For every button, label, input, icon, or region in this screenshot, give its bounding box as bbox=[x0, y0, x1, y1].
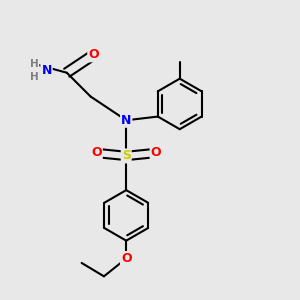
Text: O: O bbox=[88, 48, 99, 62]
Text: N: N bbox=[41, 64, 52, 77]
Text: N: N bbox=[121, 114, 131, 127]
Text: H: H bbox=[30, 72, 38, 82]
Text: H: H bbox=[30, 59, 38, 69]
Text: S: S bbox=[122, 149, 131, 162]
Text: O: O bbox=[91, 146, 102, 160]
Text: O: O bbox=[151, 146, 161, 160]
Text: O: O bbox=[121, 252, 131, 265]
